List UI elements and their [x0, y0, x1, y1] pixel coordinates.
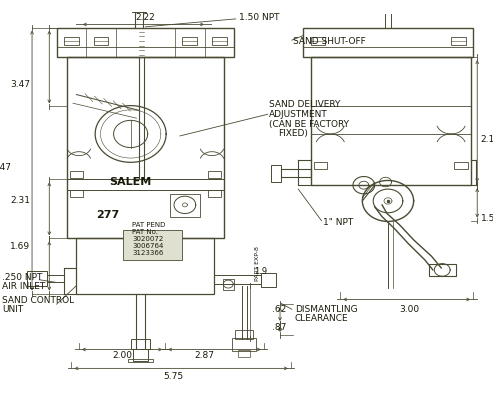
Text: SALEM: SALEM: [109, 177, 152, 188]
Text: PART EXP-8: PART EXP-8: [255, 247, 260, 281]
Bar: [214, 275, 261, 284]
Bar: [208, 171, 221, 178]
Text: 3.47: 3.47: [10, 80, 31, 89]
Bar: [170, 194, 200, 217]
Bar: [271, 165, 281, 182]
Text: 2.16: 2.16: [481, 136, 493, 144]
Bar: [133, 349, 148, 361]
Bar: [27, 271, 47, 286]
Bar: [64, 37, 79, 45]
Text: 2.31: 2.31: [10, 197, 31, 205]
Text: 1.50: 1.50: [481, 214, 493, 223]
Text: 1" NPT: 1" NPT: [323, 218, 353, 227]
Bar: [303, 28, 473, 57]
Bar: [451, 37, 466, 45]
Bar: [238, 350, 250, 357]
Text: (CAN BE FACTORY: (CAN BE FACTORY: [269, 120, 349, 128]
Text: FIXED): FIXED): [279, 130, 309, 138]
Text: 3020072: 3020072: [132, 236, 163, 242]
Bar: [311, 57, 471, 185]
Text: .250 NPT: .250 NPT: [2, 273, 43, 282]
Text: 3123366: 3123366: [132, 250, 164, 256]
Bar: [454, 162, 468, 169]
Text: 2.22: 2.22: [136, 13, 155, 22]
Bar: [128, 359, 153, 362]
Bar: [281, 169, 311, 177]
Text: UNIT: UNIT: [2, 305, 24, 314]
Text: .87: .87: [272, 323, 286, 331]
Bar: [67, 57, 224, 238]
Bar: [76, 238, 214, 294]
Bar: [311, 37, 325, 45]
Text: 7.47: 7.47: [0, 163, 11, 172]
Text: 3006764: 3006764: [132, 243, 164, 249]
Bar: [131, 339, 150, 349]
Text: SAND SHUT-OFF: SAND SHUT-OFF: [293, 37, 366, 46]
Bar: [123, 230, 182, 260]
Text: 3.00: 3.00: [399, 305, 419, 314]
Bar: [223, 279, 234, 290]
Bar: [182, 37, 197, 45]
Text: 1.9: 1.9: [254, 268, 267, 276]
Bar: [57, 28, 234, 57]
Bar: [70, 190, 83, 197]
Text: 2.00: 2.00: [112, 351, 132, 360]
Text: PAT No.: PAT No.: [132, 229, 158, 235]
Text: PAT PEND: PAT PEND: [132, 221, 166, 228]
Bar: [70, 171, 83, 178]
Bar: [261, 273, 276, 287]
Text: 277: 277: [96, 210, 119, 220]
Bar: [212, 37, 227, 45]
Text: .62: .62: [272, 305, 286, 314]
Bar: [429, 264, 456, 276]
Text: DISMANTLING: DISMANTLING: [295, 305, 357, 314]
Bar: [94, 37, 108, 45]
Text: 5.75: 5.75: [164, 372, 183, 381]
Bar: [235, 330, 253, 339]
Text: ADJUSTMENT: ADJUSTMENT: [269, 110, 327, 119]
Text: CLEARANCE: CLEARANCE: [295, 314, 349, 323]
Bar: [232, 338, 256, 351]
Text: 1.69: 1.69: [10, 242, 31, 251]
Bar: [208, 190, 221, 197]
Bar: [314, 162, 327, 169]
Text: AIR INLET: AIR INLET: [2, 282, 46, 291]
Text: SAND DELIVERY: SAND DELIVERY: [269, 100, 340, 109]
Text: 1.50 NPT: 1.50 NPT: [239, 13, 280, 22]
Text: SAND CONTROL: SAND CONTROL: [2, 296, 74, 305]
Text: 2.87: 2.87: [195, 351, 214, 360]
